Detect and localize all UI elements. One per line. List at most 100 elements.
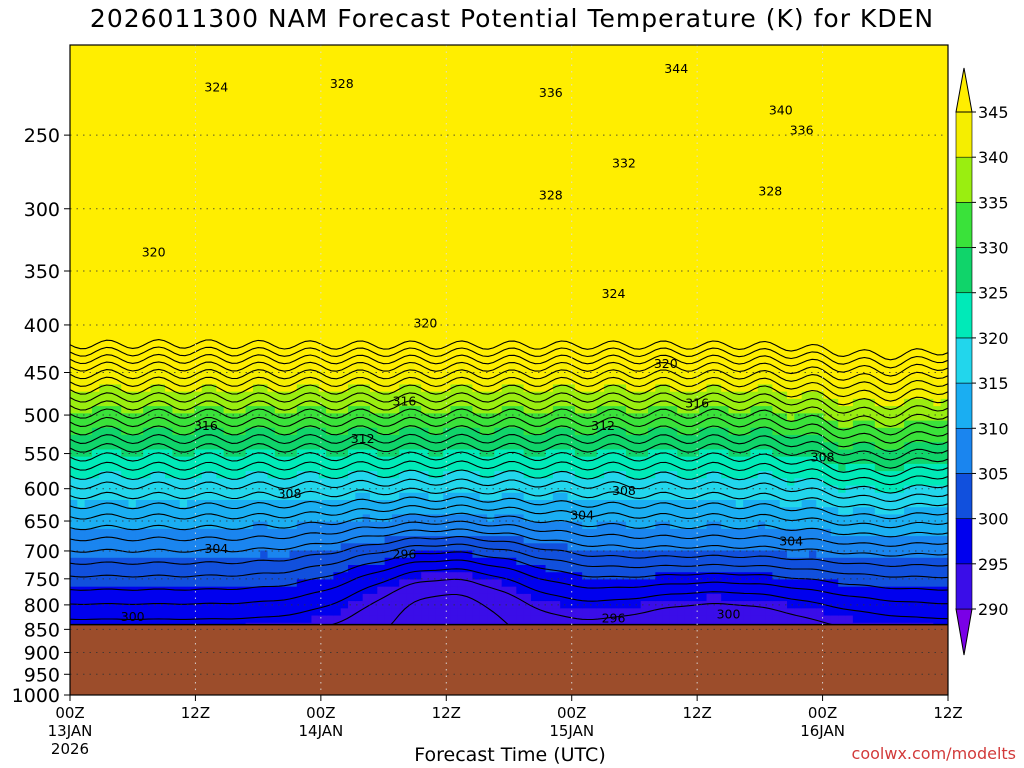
fill-cell [252, 131, 261, 140]
fill-cell [391, 110, 400, 118]
fill-cell [369, 124, 378, 133]
fill-cell [326, 276, 334, 284]
fill-cell [223, 225, 232, 234]
fill-cell [413, 420, 422, 429]
fill-cell [77, 81, 86, 89]
fill-cell [435, 370, 444, 378]
fill-cell [472, 138, 481, 147]
fill-cell [457, 586, 466, 595]
fill-cell [77, 514, 86, 523]
fill-cell [457, 167, 466, 176]
fill-cell [443, 420, 452, 429]
fill-cell [282, 110, 291, 118]
fill-cell [274, 615, 283, 624]
fill-cell [421, 608, 430, 617]
fill-cell [157, 572, 166, 581]
fill-cell [457, 557, 466, 566]
fill-cell [362, 225, 371, 234]
fill-cell [172, 521, 181, 530]
fill-cell [260, 146, 269, 154]
fill-cell [99, 586, 108, 595]
fill-cell [348, 463, 356, 472]
fill-cell [406, 160, 415, 169]
fill-cell [187, 52, 195, 61]
fill-cell [443, 521, 452, 530]
fill-cell [143, 131, 152, 140]
fill-cell [194, 492, 203, 501]
fill-cell [274, 261, 283, 270]
fill-cell [465, 514, 474, 523]
fill-cell [333, 240, 342, 248]
fill-cell [465, 138, 474, 147]
fill-cell [99, 514, 108, 523]
fill-cell [179, 110, 188, 118]
fill-cell [465, 45, 474, 53]
fill-cell [399, 211, 408, 219]
fill-cell [172, 240, 181, 248]
fill-cell [230, 326, 239, 335]
fill-cell [252, 370, 261, 378]
fill-cell [99, 175, 108, 183]
fill-cell [369, 189, 378, 198]
fill-cell [384, 471, 393, 479]
fill-cell [252, 471, 261, 479]
fill-cell [143, 225, 152, 234]
fill-cell [150, 579, 159, 588]
fill-cell [194, 305, 203, 313]
fill-cell [362, 355, 371, 364]
fill-cell [340, 189, 349, 198]
fill-cell [304, 81, 313, 89]
fill-cell [157, 110, 166, 118]
fill-cell [77, 435, 86, 443]
fill-cell [172, 110, 181, 118]
fill-cell [355, 276, 364, 284]
fill-cell [252, 268, 261, 277]
fill-cell [245, 240, 254, 248]
fill-cell [428, 312, 437, 321]
fill-cell [165, 175, 174, 183]
fill-cell [84, 341, 93, 349]
fill-cell [362, 131, 371, 140]
fill-cell [99, 377, 108, 386]
fill-cell [421, 485, 430, 494]
fill-cell [318, 384, 327, 393]
fill-cell [450, 500, 459, 508]
fill-cell [223, 528, 232, 537]
fill-cell [223, 283, 232, 292]
fill-cell [289, 608, 298, 617]
fill-cell [391, 406, 400, 414]
fill-cell [252, 593, 261, 602]
fill-cell [304, 102, 313, 111]
fill-cell [311, 182, 320, 191]
fill-cell [209, 218, 217, 227]
fill-cell [84, 160, 93, 169]
fill-cell [282, 615, 291, 624]
fill-cell [238, 550, 247, 559]
fill-cell [252, 312, 261, 321]
fill-cell [457, 341, 466, 349]
fill-cell [318, 247, 327, 256]
fill-cell [296, 232, 305, 241]
fill-cell [289, 102, 298, 111]
fill-cell [187, 138, 195, 147]
fill-cell [443, 160, 452, 169]
fill-cell [333, 102, 342, 111]
fill-cell [165, 427, 174, 436]
fill-cell [333, 507, 342, 516]
fill-cell [201, 377, 210, 386]
fill-cell [135, 550, 144, 559]
fill-cell [70, 88, 78, 97]
fill-cell [165, 333, 174, 342]
fill-cell [296, 572, 305, 581]
fill-cell [465, 276, 474, 284]
fill-cell [260, 66, 269, 75]
fill-cell [465, 102, 474, 111]
fill-cell [274, 492, 283, 501]
fill-cell [348, 261, 356, 270]
fill-cell [304, 550, 313, 559]
fill-cell [157, 362, 166, 371]
fill-cell [282, 117, 291, 126]
fill-cell [157, 203, 166, 212]
fill-cell [399, 117, 408, 126]
fill-cell [128, 247, 137, 256]
